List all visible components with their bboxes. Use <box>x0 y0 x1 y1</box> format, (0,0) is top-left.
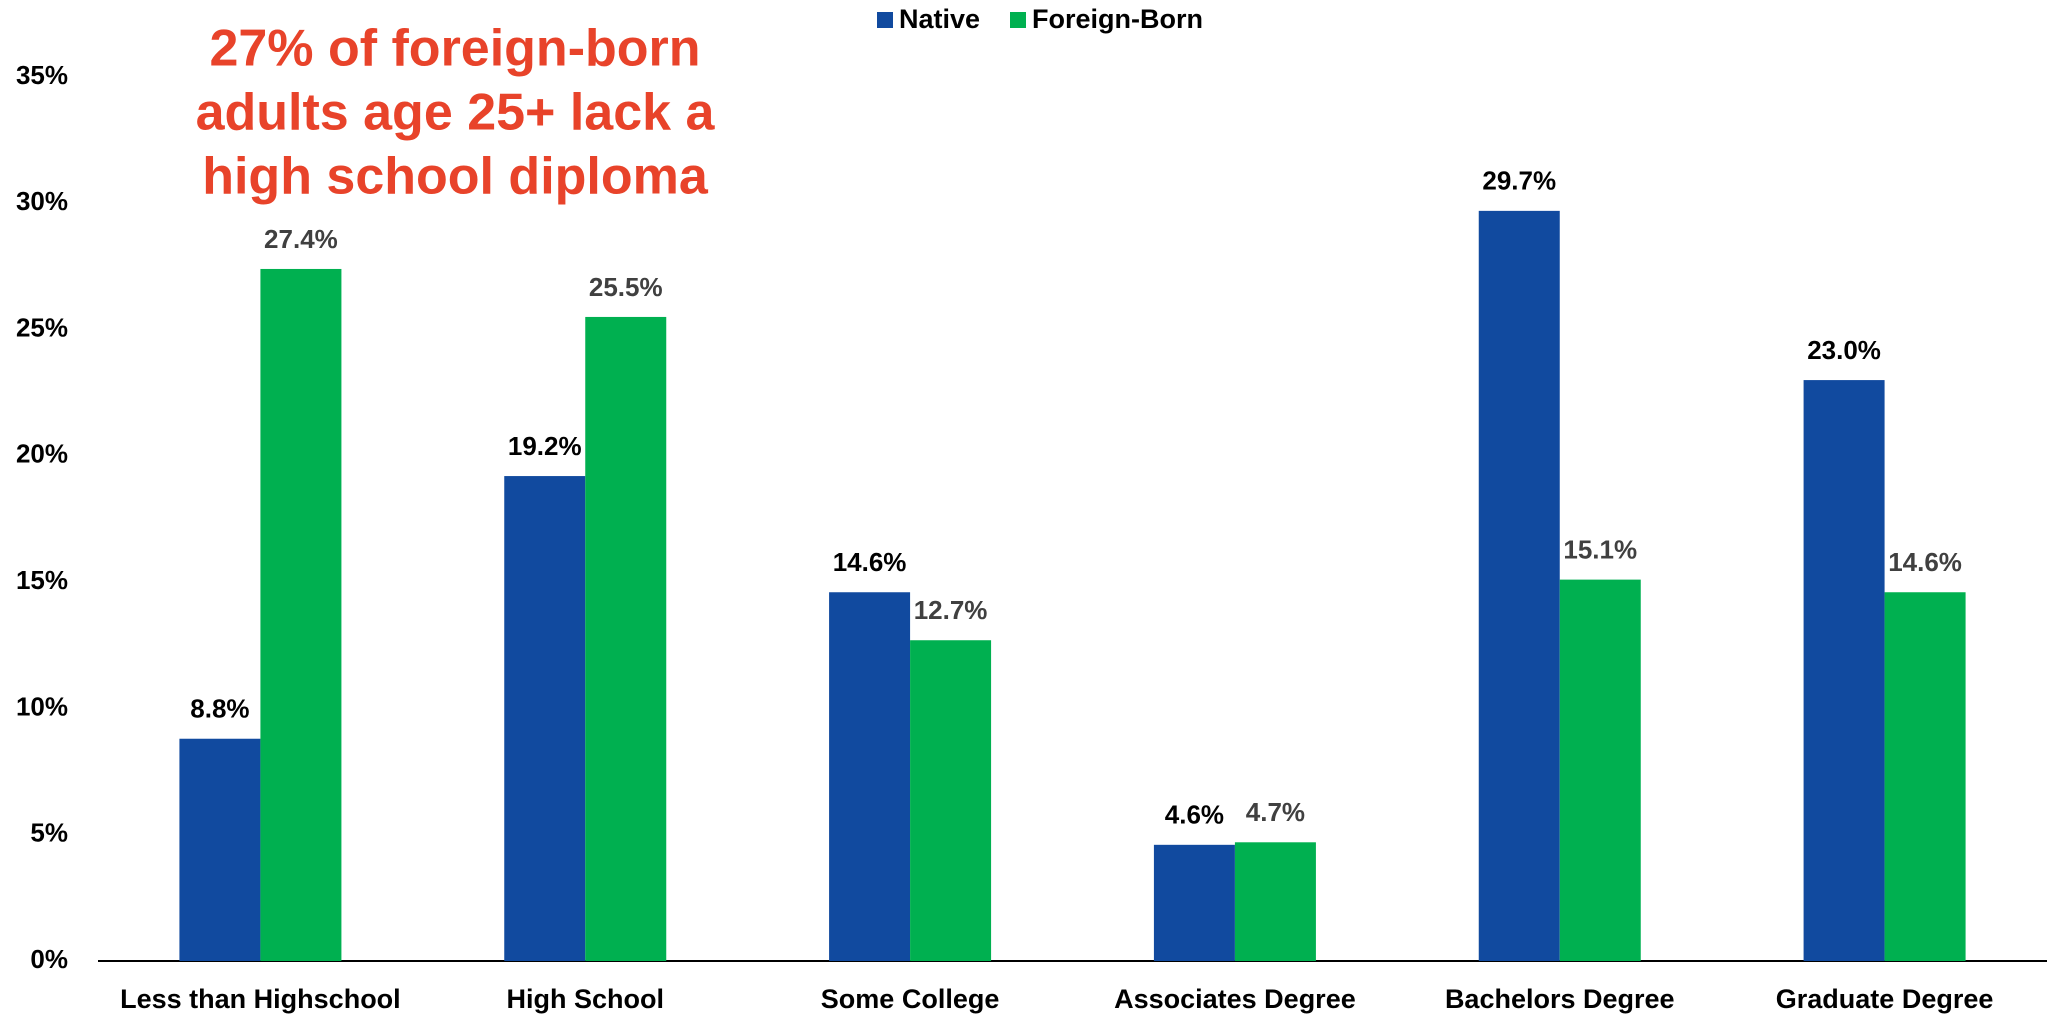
value-label: 15.1% <box>1563 534 1637 564</box>
bar <box>1153 844 1235 961</box>
y-tick-label: 0% <box>30 944 68 974</box>
legend-label: Foreign-Born <box>1032 4 1203 34</box>
x-tick-label: Some College <box>821 984 1000 1014</box>
value-label: 27.4% <box>264 224 338 254</box>
annotation: 27% of foreign-born <box>209 20 700 78</box>
y-tick-label: 20% <box>16 439 68 469</box>
legend-label: Native <box>899 4 980 34</box>
x-tick-label: Less than Highschool <box>120 984 401 1014</box>
value-label: 14.6% <box>833 547 907 577</box>
bar <box>179 738 261 961</box>
value-label: 12.7% <box>914 595 988 625</box>
y-tick-label: 5% <box>30 818 68 848</box>
y-tick-label: 35% <box>16 60 68 90</box>
legend-swatch <box>877 12 893 28</box>
value-label: 8.8% <box>190 694 249 724</box>
annotation: adults age 25+ lack a <box>196 84 716 142</box>
x-tick-label: Associates Degree <box>1114 984 1356 1014</box>
bar <box>1884 592 1966 961</box>
x-tick-label: Bachelors Degree <box>1445 984 1675 1014</box>
value-label: 4.6% <box>1165 800 1224 830</box>
annotation: high school diploma <box>202 148 709 206</box>
value-label: 23.0% <box>1807 335 1881 365</box>
bar <box>504 476 586 961</box>
bar <box>1803 380 1885 962</box>
value-label: 19.2% <box>508 431 582 461</box>
bar <box>910 640 992 961</box>
bar <box>260 268 342 961</box>
x-tick-label: High School <box>507 984 665 1014</box>
value-label: 25.5% <box>589 272 663 302</box>
legend-swatch <box>1010 12 1026 28</box>
bar <box>585 316 667 961</box>
x-tick-label: Graduate Degree <box>1776 984 1994 1014</box>
value-label: 14.6% <box>1888 547 1962 577</box>
value-label: 29.7% <box>1482 166 1556 196</box>
bar <box>829 592 911 961</box>
bar <box>1478 210 1560 961</box>
bar <box>1559 579 1641 961</box>
bar <box>1234 842 1316 961</box>
y-tick-label: 30% <box>16 186 68 216</box>
value-label: 4.7% <box>1246 797 1305 827</box>
y-tick-label: 10% <box>16 691 68 721</box>
y-tick-label: 15% <box>16 565 68 595</box>
y-tick-label: 25% <box>16 312 68 342</box>
